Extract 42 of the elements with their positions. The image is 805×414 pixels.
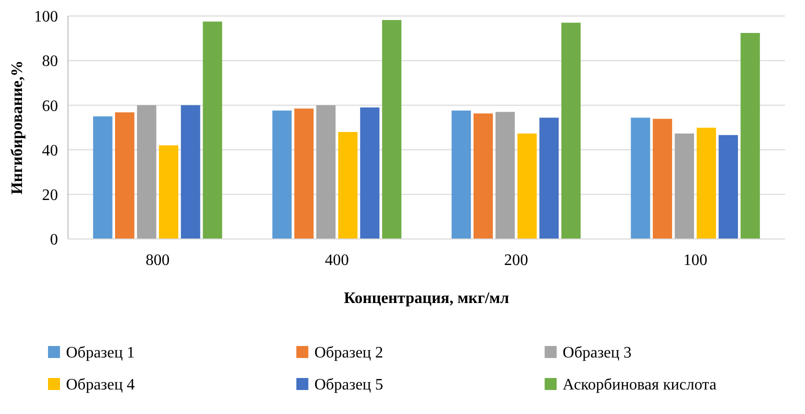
bar [93, 116, 112, 239]
bar [338, 132, 358, 239]
bar [674, 134, 694, 239]
bar [452, 110, 471, 239]
bar [718, 135, 738, 239]
x-axis-title: Концентрация, мкг/мл [344, 290, 510, 307]
bar [136, 105, 156, 239]
x-tick-label: 100 [683, 252, 708, 269]
bar [202, 22, 222, 239]
bar [630, 118, 650, 239]
bar [474, 113, 493, 239]
bar [272, 110, 292, 239]
bar [561, 22, 581, 239]
bar [382, 20, 402, 239]
y-tick-label: 100 [34, 8, 58, 26]
x-tick-label: 200 [504, 252, 528, 269]
bar [696, 128, 716, 239]
legend-label: Образец 3 [562, 344, 632, 362]
y-tick-label: 40 [42, 142, 58, 160]
y-tick-label: 20 [42, 187, 58, 204]
bar [495, 112, 515, 239]
bar [180, 105, 200, 239]
legend-label: Образец 5 [314, 376, 384, 394]
y-tick-label: 0 [50, 232, 58, 249]
bar [316, 105, 336, 239]
legend-label: Аскорбиновая кислота [562, 376, 716, 394]
legend-label: Образец 1 [66, 344, 135, 362]
legend-label: Образец 2 [314, 344, 384, 362]
x-tick-label: 800 [146, 252, 170, 269]
bar [294, 108, 314, 239]
y-tick-label: 80 [42, 53, 58, 70]
y-tick-label: 60 [42, 98, 58, 115]
bar [158, 145, 178, 239]
y-axis-title: Ингибирование,% [9, 60, 26, 195]
bar [517, 134, 537, 239]
legend-label: Образец 4 [66, 376, 135, 394]
bar [115, 112, 134, 239]
bar [539, 118, 559, 239]
bar [740, 32, 760, 239]
bar [652, 118, 672, 239]
bar [360, 107, 380, 239]
x-tick-label: 400 [324, 252, 349, 269]
